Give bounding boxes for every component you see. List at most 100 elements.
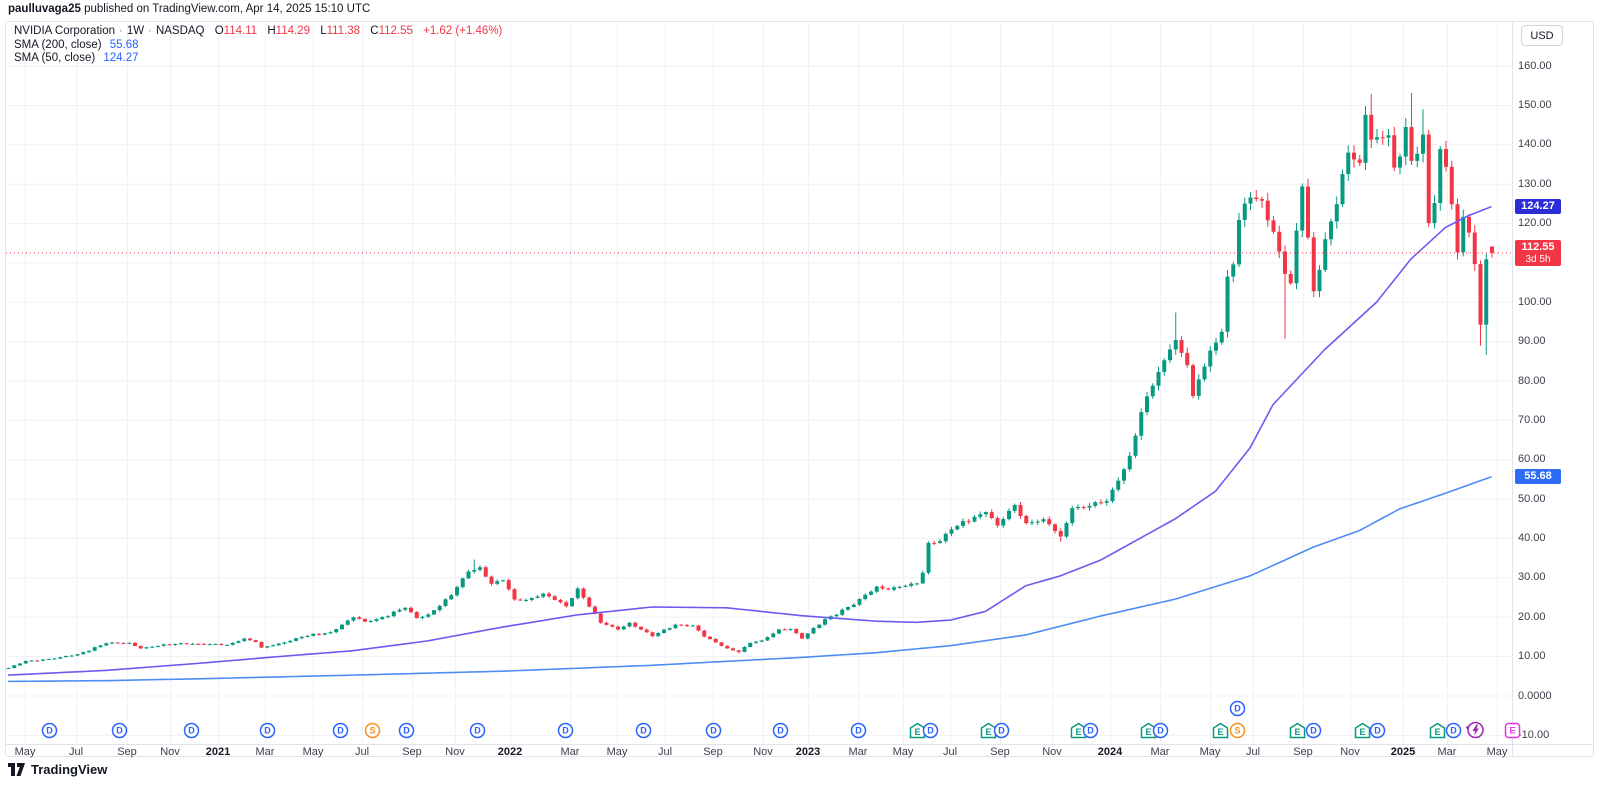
svg-text:D: D xyxy=(640,725,647,735)
open-value: 114.11 xyxy=(223,25,258,37)
price-tick: 60.00 xyxy=(1518,453,1546,466)
price-tick: 120.00 xyxy=(1518,217,1552,229)
dividend-marker[interactable]: D xyxy=(469,722,486,739)
svg-text:D: D xyxy=(927,725,934,735)
dividend-marker[interactable]: D xyxy=(772,722,789,739)
low-value: 111.38 xyxy=(326,25,361,37)
dividend-marker[interactable]: D xyxy=(993,722,1010,739)
time-tick: May xyxy=(892,746,914,758)
time-tick-year: 2023 xyxy=(795,746,821,758)
svg-text:D: D xyxy=(998,725,1005,735)
price-label-sma50: 124.27 xyxy=(1515,199,1561,215)
estimate-marker[interactable]: E xyxy=(1504,722,1521,739)
svg-text:D: D xyxy=(188,725,195,735)
interval-label[interactable]: 1W xyxy=(126,25,145,37)
price-tick: 140.00 xyxy=(1518,138,1552,151)
price-tick: 80.00 xyxy=(1518,374,1546,387)
time-tick: Sep xyxy=(1293,746,1313,758)
currency-button[interactable]: USD xyxy=(1521,25,1563,46)
dividend-marker[interactable]: D xyxy=(259,722,276,739)
dividend-marker[interactable]: D xyxy=(850,722,867,739)
open-key: O xyxy=(214,25,224,37)
upcoming-marker[interactable] xyxy=(1465,720,1485,740)
time-tick: Nov xyxy=(1042,746,1062,758)
svg-text:D: D xyxy=(337,725,344,735)
svg-text:E: E xyxy=(985,727,991,737)
symbol-row[interactable]: NVIDIA Corporation · 1W · NASDAQ O114.11 H11… xyxy=(14,25,502,39)
dividend-marker[interactable]: D xyxy=(705,722,722,739)
time-tick: Jul xyxy=(1245,746,1261,758)
price-tick: 0.0000 xyxy=(1518,689,1552,702)
low-key: L xyxy=(320,25,327,37)
dividend-marker[interactable]: D xyxy=(1082,722,1099,739)
svg-text:D: D xyxy=(1310,725,1317,735)
svg-text:S: S xyxy=(1234,725,1240,735)
dividend-marker[interactable]: D xyxy=(332,722,349,739)
earnings-marker[interactable]: E xyxy=(1212,722,1229,739)
price-tick: 40.00 xyxy=(1518,532,1546,544)
svg-text:D: D xyxy=(116,725,123,735)
earnings-marker[interactable]: E xyxy=(1354,722,1371,739)
earnings-marker[interactable]: E xyxy=(1289,722,1306,739)
time-tick: Sep xyxy=(402,746,422,758)
price-tick: 90.00 xyxy=(1518,335,1546,348)
svg-text:E: E xyxy=(1075,727,1081,737)
dividend-marker[interactable]: D xyxy=(183,722,200,739)
dividend-marker[interactable]: D xyxy=(41,722,58,739)
price-tick: 100.00 xyxy=(1518,295,1552,308)
time-tick: Sep xyxy=(703,746,723,758)
dividend-marker[interactable]: D xyxy=(1305,722,1322,739)
dividend-marker[interactable]: D xyxy=(557,722,574,739)
indicator-row-sma200[interactable]: SMA (200, close) 55.68 xyxy=(14,39,502,53)
exchange-label: NASDAQ xyxy=(155,25,205,37)
high-value: 114.29 xyxy=(275,25,310,37)
time-tick-year: 2022 xyxy=(497,746,523,758)
price-tick: 30.00 xyxy=(1518,571,1546,584)
sma-50-line[interactable] xyxy=(7,205,1492,676)
svg-text:D: D xyxy=(264,725,271,735)
price-tick: 130.00 xyxy=(1518,177,1552,190)
dividend-marker[interactable]: D xyxy=(1152,722,1169,739)
time-tick: May xyxy=(302,746,324,758)
earnings-marker[interactable]: E xyxy=(980,722,997,739)
separator-dot: · xyxy=(119,25,123,37)
dividend-marker[interactable]: D xyxy=(635,722,652,739)
sma50-value: 124.27 xyxy=(103,52,139,64)
close-key: C xyxy=(370,25,379,37)
svg-text:D: D xyxy=(1087,725,1094,735)
time-tick: Jul xyxy=(68,746,84,758)
time-tick: Nov xyxy=(1340,746,1360,758)
indicator-row-sma50[interactable]: SMA (50, close) 124.27 xyxy=(14,52,502,66)
time-tick: Mar xyxy=(255,746,275,758)
svg-text:E: E xyxy=(1509,725,1515,735)
high-key: H xyxy=(267,25,276,37)
sma200-value: 55.68 xyxy=(109,38,139,51)
price-label-sma200-text: 55.68 xyxy=(1524,470,1552,483)
time-tick: Jul xyxy=(942,746,958,758)
dividend-marker[interactable]: D xyxy=(1229,700,1246,717)
publish-username[interactable]: paulluvaga25 xyxy=(8,3,81,15)
time-tick: Mar xyxy=(848,746,868,758)
sma-200-line[interactable] xyxy=(7,476,1492,683)
earnings-marker[interactable]: E xyxy=(909,722,926,739)
dividend-marker[interactable]: D xyxy=(398,722,415,739)
dividend-marker[interactable]: D xyxy=(111,722,128,739)
svg-text:D: D xyxy=(1374,725,1381,735)
tradingview-branding[interactable]: TradingView xyxy=(8,762,107,777)
split-marker[interactable]: S xyxy=(1229,722,1246,739)
price-label-last: 112.55 3d 5h xyxy=(1515,239,1561,266)
svg-text:D: D xyxy=(46,725,53,735)
svg-text:D: D xyxy=(1234,703,1241,713)
dividend-marker[interactable]: D xyxy=(1369,722,1386,739)
price-tick: 70.00 xyxy=(1518,413,1546,426)
earnings-marker[interactable]: E xyxy=(1429,722,1446,739)
symbol-title[interactable]: NVIDIA Corporation xyxy=(14,25,115,37)
price-tick: 160.00 xyxy=(1518,59,1552,72)
split-marker[interactable]: S xyxy=(364,722,381,739)
dividend-marker[interactable]: D xyxy=(922,722,939,739)
svg-text:D: D xyxy=(562,725,569,735)
time-tick-year: 2025 xyxy=(1390,746,1416,758)
dividend-marker[interactable]: D xyxy=(1445,722,1462,739)
